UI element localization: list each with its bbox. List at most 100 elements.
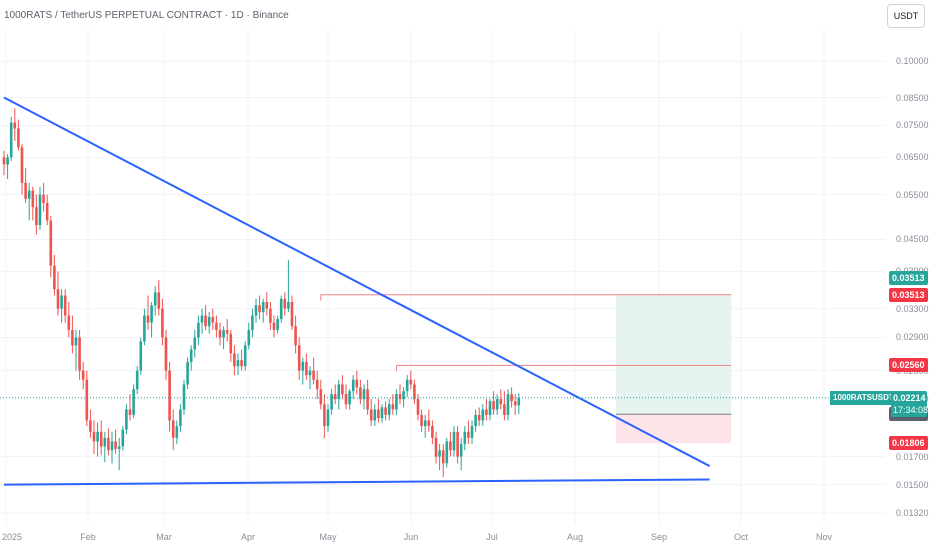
last-price-value: 0.02214 bbox=[893, 393, 926, 403]
candle-body bbox=[380, 407, 384, 419]
candle-body bbox=[477, 414, 481, 421]
candle-body bbox=[153, 292, 157, 306]
candle-body bbox=[434, 437, 438, 457]
candle-body bbox=[488, 401, 492, 415]
candle-body bbox=[56, 289, 60, 309]
price-tick-label: 0.01500 bbox=[896, 479, 929, 490]
price-tick-label: 0.06500 bbox=[896, 152, 929, 163]
candle-body bbox=[107, 437, 110, 451]
candle-body bbox=[63, 295, 67, 316]
candle-body bbox=[121, 429, 125, 447]
candle-body bbox=[423, 420, 427, 427]
candle-body bbox=[67, 315, 71, 330]
candle-body bbox=[171, 420, 175, 438]
candle-body bbox=[301, 361, 305, 371]
candle-body bbox=[351, 379, 355, 392]
time-tick-label: 2025 bbox=[1, 532, 23, 542]
candle-body bbox=[99, 431, 103, 447]
candle-body bbox=[366, 389, 369, 410]
candle-body bbox=[283, 298, 287, 309]
price-tick-label: 0.03300 bbox=[896, 303, 929, 314]
time-tick-label: Oct bbox=[733, 532, 749, 542]
candle-body bbox=[485, 409, 488, 415]
candle-body bbox=[276, 319, 279, 330]
candle-body bbox=[139, 341, 143, 371]
currency-button[interactable]: USDT bbox=[887, 4, 925, 28]
candle-body bbox=[251, 315, 254, 330]
candle-body bbox=[369, 409, 373, 421]
target-zone[interactable] bbox=[616, 294, 732, 415]
time-tick-label: May bbox=[319, 532, 337, 542]
candle-body bbox=[193, 337, 197, 350]
candle-body bbox=[132, 389, 135, 415]
descending-trendline[interactable] bbox=[3, 96, 711, 467]
candle-body bbox=[38, 194, 42, 226]
time-tick-label: Nov bbox=[815, 532, 833, 542]
candle-body bbox=[45, 202, 49, 221]
time-tick-label: Aug bbox=[566, 532, 584, 542]
candle-body bbox=[146, 315, 150, 323]
price-tick-label: 0.07500 bbox=[896, 120, 929, 131]
price-badge: 0.02560 bbox=[889, 358, 928, 373]
candle-body bbox=[456, 431, 459, 457]
candle-body bbox=[297, 345, 301, 371]
price-tick-label: 0.05500 bbox=[896, 189, 929, 200]
price-badge: 0.03513 bbox=[889, 270, 928, 285]
candle-body bbox=[175, 426, 179, 438]
horizontal-levels[interactable] bbox=[320, 294, 732, 372]
candle-body bbox=[510, 394, 513, 402]
price-tick-label: 0.10000 bbox=[896, 56, 929, 67]
trendlines[interactable] bbox=[3, 96, 711, 486]
candle-body bbox=[395, 394, 398, 410]
candle-body bbox=[499, 399, 503, 405]
support-trendline[interactable] bbox=[3, 478, 710, 486]
candle-body bbox=[279, 298, 283, 320]
candle-body bbox=[294, 326, 297, 346]
candle-body bbox=[362, 389, 366, 400]
candle-body bbox=[503, 404, 506, 415]
stop-zone[interactable] bbox=[616, 414, 732, 444]
candle-body bbox=[71, 329, 74, 346]
candle-body bbox=[265, 302, 269, 309]
time-tick-label: Sep bbox=[650, 532, 668, 542]
time-tick-label: Feb bbox=[80, 532, 96, 542]
candle-body bbox=[6, 157, 9, 165]
candle-body bbox=[344, 394, 348, 405]
candle-body bbox=[20, 147, 24, 183]
candle-body bbox=[27, 190, 31, 199]
price-tick-label: 0.01320 bbox=[896, 508, 929, 519]
candle-body bbox=[413, 384, 416, 400]
candle-body bbox=[49, 220, 53, 266]
candle-body bbox=[215, 322, 218, 330]
candle-body bbox=[438, 450, 441, 457]
candles bbox=[2, 108, 521, 478]
candle-body bbox=[319, 389, 323, 405]
candle-body bbox=[78, 337, 81, 371]
candle-body bbox=[182, 384, 186, 410]
candle-body bbox=[323, 404, 326, 427]
candle-body bbox=[114, 441, 117, 449]
candle-body bbox=[200, 315, 204, 323]
candle-body bbox=[96, 431, 99, 442]
candle-body bbox=[31, 190, 35, 208]
candle-body bbox=[441, 450, 445, 464]
candle-body bbox=[449, 441, 452, 451]
candle-body bbox=[474, 414, 477, 427]
candle-body bbox=[506, 394, 510, 415]
bar-countdown: 17:34:08 bbox=[893, 405, 929, 415]
candle-body bbox=[481, 409, 485, 421]
candle-body bbox=[427, 420, 431, 427]
candle-body bbox=[204, 315, 207, 327]
candle-body bbox=[337, 384, 341, 400]
candle-body bbox=[222, 329, 225, 338]
candle-body bbox=[290, 302, 294, 327]
candle-body bbox=[89, 420, 92, 432]
candle-body bbox=[197, 322, 200, 338]
candle-body bbox=[258, 305, 261, 313]
candle-body bbox=[236, 360, 240, 367]
time-tick-label: Jul bbox=[486, 532, 498, 542]
candle-body bbox=[229, 333, 233, 354]
candle-body bbox=[305, 361, 308, 376]
long-position-tool[interactable] bbox=[616, 294, 732, 444]
